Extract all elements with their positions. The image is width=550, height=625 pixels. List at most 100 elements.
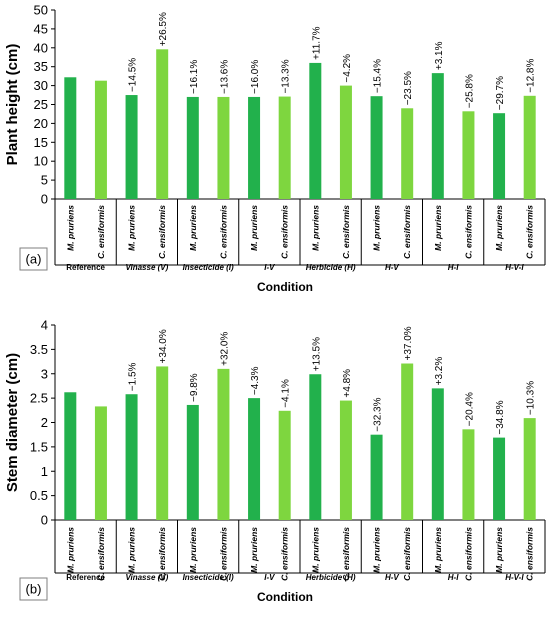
data-label: +11.7% (311, 26, 322, 60)
bar (493, 437, 506, 520)
species-tick-label: C. ensiformis (157, 527, 167, 581)
species-tick-label: M. pruriens (249, 205, 259, 251)
bar (125, 394, 138, 520)
bar (217, 368, 230, 520)
group-label: H-V-I (505, 263, 524, 272)
data-label: −4.1% (281, 379, 292, 408)
bar (309, 374, 322, 520)
y-tick-label: 25 (34, 97, 48, 112)
data-label: +26.5% (158, 12, 169, 46)
species-tick-label: C. ensiformis (402, 205, 412, 259)
bar (523, 95, 536, 199)
y-tick-label: 35 (34, 59, 48, 74)
species-tick-label: M. pruriens (310, 205, 320, 251)
group-label: H-I (448, 263, 459, 272)
data-label: +13.5% (311, 337, 322, 371)
group-label: Herbicide (H) (306, 263, 356, 272)
species-tick-label: C. ensiformis (96, 527, 106, 581)
data-label: −13.3% (281, 59, 292, 93)
data-label: −12.8% (526, 59, 537, 93)
data-label: −15.4% (373, 59, 384, 93)
bar (64, 77, 77, 199)
bar (309, 62, 322, 199)
data-label: −20.4% (464, 392, 475, 426)
species-tick-label: M. pruriens (310, 527, 320, 573)
species-tick-label: C. ensiformis (525, 527, 535, 581)
species-tick-label: C. ensiformis (463, 527, 473, 581)
y-tick-label: 20 (34, 116, 48, 131)
bar (248, 398, 261, 520)
bar (370, 434, 383, 520)
data-label: +3.2% (434, 357, 445, 386)
species-tick-label: M. pruriens (65, 527, 75, 573)
species-tick-label: M. pruriens (65, 205, 75, 251)
data-label: −25.8% (464, 74, 475, 108)
bar (94, 80, 107, 199)
species-tick-label: M. pruriens (372, 527, 382, 573)
y-tick-label: 3.5 (30, 342, 48, 357)
group-label: H-V (385, 573, 399, 582)
species-tick-label: C. ensiformis (341, 527, 351, 581)
group-label: I-V (264, 263, 275, 272)
species-tick-label: C. ensiformis (280, 205, 290, 259)
group-label: I-V (264, 573, 275, 582)
y-tick-label: 0 (41, 513, 48, 528)
bar (493, 113, 506, 199)
group-label: Reference (66, 573, 105, 582)
species-tick-label: M. pruriens (494, 205, 504, 251)
group-label: Vinasse (V) (125, 573, 168, 582)
bar (278, 410, 291, 520)
data-label: −13.6% (219, 60, 230, 94)
group-label: Reference (66, 263, 105, 272)
bar (156, 366, 169, 520)
species-tick-label: M. pruriens (433, 527, 443, 573)
bar (462, 111, 475, 199)
bar (431, 388, 444, 520)
species-tick-label: C. ensiformis (157, 205, 167, 259)
species-tick-label: M. pruriens (249, 527, 259, 573)
bar (125, 95, 138, 199)
species-tick-label: M. pruriens (433, 205, 443, 251)
data-label: −14.5% (128, 58, 139, 92)
bar (278, 96, 291, 199)
group-label: Insecticide (I) (183, 263, 234, 272)
panel-label: (b) (26, 582, 42, 597)
bar (186, 404, 199, 520)
bar (462, 429, 475, 520)
y-tick-label: 5 (41, 173, 48, 188)
species-tick-label: C. ensiformis (280, 527, 290, 581)
y-tick-label: 45 (34, 21, 48, 36)
species-tick-label: C. ensiformis (218, 527, 228, 581)
panel-label: (a) (26, 252, 42, 267)
species-tick-label: M. pruriens (127, 205, 137, 251)
y-tick-label: 1.5 (30, 439, 48, 454)
bar (339, 400, 352, 520)
y-tick-label: 40 (34, 40, 48, 55)
y-tick-label: 50 (34, 3, 48, 18)
panel-label-box (19, 577, 48, 601)
bar (339, 85, 352, 199)
x-axis-title: Condition (257, 280, 313, 294)
y-tick-label: 2 (41, 415, 48, 430)
y-tick-label: 1 (41, 464, 48, 479)
species-tick-label: C. ensiformis (341, 205, 351, 259)
data-label: −29.7% (495, 76, 506, 110)
panel-label-box (19, 247, 48, 271)
data-label: −16.1% (189, 60, 200, 94)
data-label: +34.0% (158, 329, 169, 363)
group-label: H-V-I (505, 573, 524, 582)
species-tick-label: M. pruriens (188, 205, 198, 251)
data-label: −10.3% (526, 381, 537, 415)
species-tick-label: M. pruriens (127, 527, 137, 573)
group-label: Herbicide (H) (306, 573, 356, 582)
y-tick-label: 0.5 (30, 488, 48, 503)
data-label: +3.1% (434, 41, 445, 70)
bar (523, 418, 536, 520)
data-label: −34.8% (495, 400, 506, 434)
group-label: Vinasse (V) (125, 263, 168, 272)
bar (156, 49, 169, 200)
species-tick-label: M. pruriens (372, 205, 382, 251)
y-axis-title: Plant height (cm) (4, 44, 21, 166)
y-tick-label: 3 (41, 366, 48, 381)
